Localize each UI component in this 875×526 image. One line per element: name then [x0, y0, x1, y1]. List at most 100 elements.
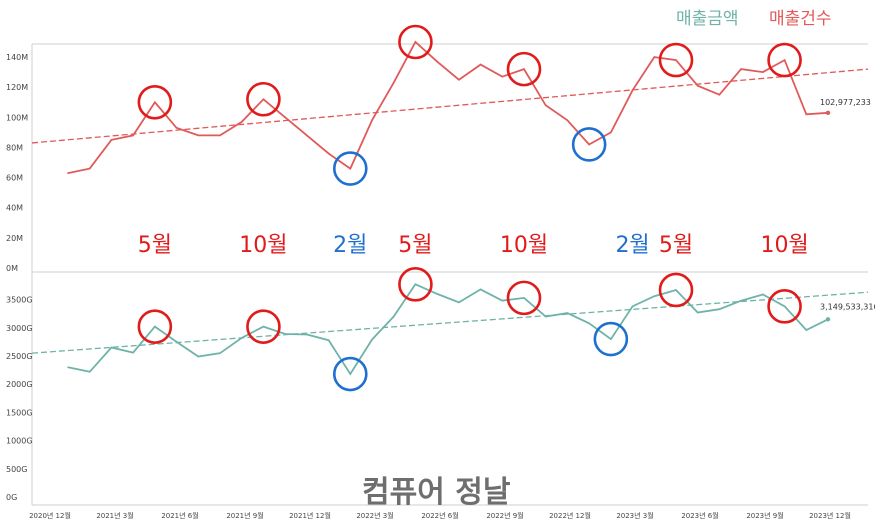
data-point	[588, 322, 590, 325]
y-tick-label: 40M	[6, 204, 23, 213]
watermark: 컴퓨어 정날	[362, 475, 511, 510]
month-annotation: 2월	[615, 233, 649, 258]
data-point	[371, 119, 373, 122]
data-point	[696, 84, 699, 87]
data-point	[371, 338, 373, 341]
data-point	[501, 299, 504, 302]
data-point	[88, 370, 91, 373]
month-annotation: 5월	[659, 233, 693, 258]
data-point	[132, 351, 134, 354]
trend-line	[31, 68, 869, 144]
highlight-circle	[593, 321, 629, 357]
series-line	[67, 283, 829, 376]
y-tick-label: 140M	[6, 53, 28, 62]
x-tick-label: 2021년 12월	[289, 511, 331, 520]
x-tick-label: 2021년 6월	[161, 511, 198, 520]
y-tick-label: 100M	[6, 113, 28, 122]
highlight-circle	[246, 81, 281, 117]
data-point	[458, 301, 460, 304]
highlight-circle	[767, 42, 802, 78]
data-point	[349, 373, 352, 375]
data-point	[240, 337, 243, 339]
data-point	[631, 305, 634, 308]
y-tick-label: 0G	[6, 493, 17, 502]
x-tick-label: 2023년 9월	[746, 511, 783, 520]
data-point	[783, 59, 786, 61]
legend-amount: 매출금액	[676, 9, 739, 29]
month-annotation: 5월	[398, 233, 432, 258]
data-point	[631, 89, 634, 92]
y-tick-label: 0M	[6, 264, 18, 273]
y-tick-label: 3000G	[6, 324, 33, 333]
highlight-circle	[571, 127, 607, 162]
x-tick-label: 2020년 12월	[29, 511, 71, 520]
data-point	[762, 293, 764, 296]
x-tick-label: 2021년 9월	[226, 511, 263, 520]
data-point	[349, 167, 352, 170]
month-annotation: 10월	[500, 233, 548, 258]
highlight-circle	[767, 289, 802, 324]
data-point	[132, 134, 134, 137]
data-point	[653, 295, 656, 297]
data-point	[175, 341, 178, 343]
highlight-circle	[506, 51, 542, 87]
data-point	[610, 131, 612, 134]
x-tick-label: 2022년 12월	[549, 511, 591, 520]
x-tick-label: 2022년 3월	[356, 511, 393, 520]
y-tick-label: 2500G	[6, 352, 33, 361]
y-tick-label: 20M	[6, 234, 23, 243]
highlight-circle	[246, 309, 281, 344]
data-point	[501, 75, 504, 78]
data-point	[675, 289, 677, 291]
data-point	[588, 143, 590, 146]
data-point	[414, 283, 417, 286]
month-annotation: 10월	[760, 233, 808, 258]
y-tick-label: 2000G	[6, 380, 33, 389]
highlight-circle	[658, 272, 694, 308]
data-point	[327, 339, 330, 341]
end-value-label: 102,977,233	[820, 98, 871, 107]
data-point	[566, 119, 569, 122]
x-tick-label: 2023년 3월	[616, 511, 653, 520]
data-point	[306, 134, 308, 137]
highlight-circle	[398, 267, 433, 302]
highlight-circle	[506, 280, 542, 316]
data-point	[825, 317, 831, 322]
data-point	[458, 78, 460, 81]
data-point	[262, 98, 265, 101]
data-point	[197, 355, 200, 358]
data-point	[825, 110, 831, 116]
data-point	[805, 329, 808, 331]
data-point	[479, 288, 482, 291]
data-point	[523, 68, 525, 70]
data-point	[219, 352, 221, 354]
data-point	[414, 41, 417, 43]
data-point	[262, 325, 265, 328]
data-point	[392, 81, 395, 84]
end-value-label: 3,149,533,316,122	[820, 302, 875, 311]
data-point	[110, 346, 113, 349]
x-tick-label: 2023년 12월	[809, 511, 851, 520]
data-point	[175, 127, 178, 129]
month-annotation: 5월	[138, 233, 172, 258]
data-point	[219, 134, 221, 137]
y-tick-label: 120M	[6, 83, 28, 92]
data-point	[762, 71, 764, 73]
data-point	[610, 338, 612, 340]
data-point	[696, 311, 699, 314]
highlight-circle	[137, 84, 173, 120]
data-point	[284, 116, 286, 119]
legend-count: 매출건수	[769, 9, 832, 29]
data-point	[544, 315, 547, 318]
data-point	[544, 104, 547, 107]
data-point	[306, 333, 308, 336]
trend-line	[31, 291, 869, 354]
x-tick-label: 2022년 9월	[486, 511, 523, 520]
data-point	[67, 366, 69, 369]
data-point	[436, 293, 438, 295]
month-annotation: 2월	[333, 233, 367, 258]
data-point	[154, 325, 156, 328]
y-tick-label: 80M	[6, 143, 23, 152]
y-tick-label: 500G	[6, 465, 27, 474]
